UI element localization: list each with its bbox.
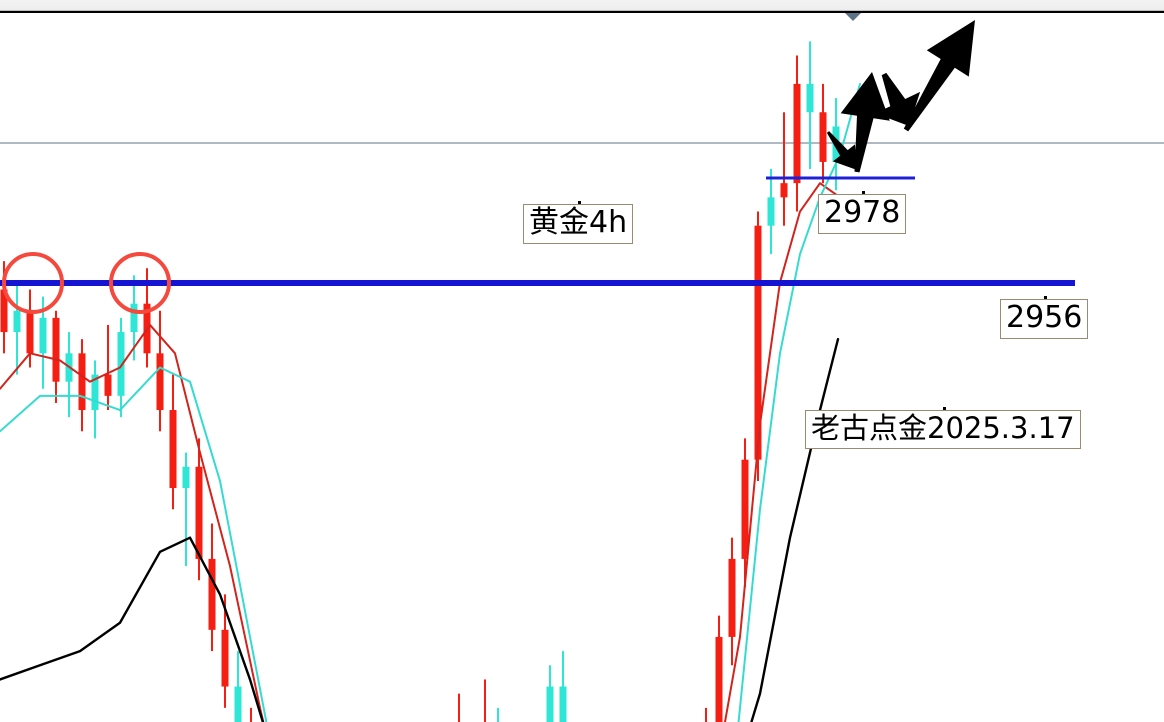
price-chart-canvas[interactable] (0, 13, 1164, 722)
candle-body (26, 310, 34, 354)
candle-body (0, 289, 8, 333)
label-pin (862, 191, 866, 194)
chevron-down-icon[interactable] (845, 13, 861, 21)
rally-arrow-2-icon (903, 20, 975, 132)
price-label-lower: 2956 (1000, 296, 1089, 339)
ma-mid-line (0, 82, 861, 722)
candle-body (91, 374, 99, 411)
label-pin (1044, 296, 1048, 299)
candle-body (221, 629, 229, 687)
ma-slow-line (0, 337, 840, 722)
candle-body (156, 353, 164, 411)
signature-label-text: 老古点金2025.3.17 (811, 411, 1075, 445)
price-label-upper: 2978 (818, 191, 907, 234)
candle-body (806, 83, 814, 113)
symbol-label-text: 黄金4h (529, 205, 628, 240)
window-toolbar (0, 0, 1164, 11)
candle-body (793, 83, 801, 184)
candle-body (767, 197, 775, 226)
price-label-lower-text: 2956 (1006, 300, 1083, 335)
candle-body (39, 317, 47, 354)
correction-arrow-icon (875, 72, 921, 126)
candle-body (819, 112, 827, 162)
toolbar-divider (0, 11, 1164, 13)
candle-body (182, 466, 190, 489)
candle-body (234, 686, 242, 722)
candle-body (169, 410, 177, 489)
pullback-arrow-icon (826, 131, 857, 170)
candle-body (754, 225, 762, 460)
candle-body (104, 374, 112, 396)
candle-body (78, 353, 86, 411)
label-pin (578, 201, 582, 204)
candle-body (117, 332, 125, 396)
candle-body (780, 183, 788, 198)
ma-fast-line (0, 182, 853, 722)
symbol-label: 黄金4h (523, 201, 634, 244)
signature-label: 老古点金2025.3.17 (805, 407, 1081, 449)
candle-body (208, 558, 216, 630)
candle-body (741, 459, 749, 559)
circle-marker (2, 252, 64, 314)
candle-body (195, 466, 203, 559)
candle-body (559, 686, 567, 722)
candle-body (13, 310, 21, 333)
label-pin (942, 407, 946, 410)
candlestick-chart (0, 20, 1164, 722)
rally-arrow-1-icon (840, 72, 890, 173)
candle-body (715, 636, 723, 722)
circle-marker (109, 252, 171, 314)
candle-body (546, 686, 554, 722)
candle-body (130, 303, 138, 333)
price-label-upper-text: 2978 (824, 195, 901, 230)
candle-body (52, 317, 60, 382)
candle-body (728, 558, 736, 637)
